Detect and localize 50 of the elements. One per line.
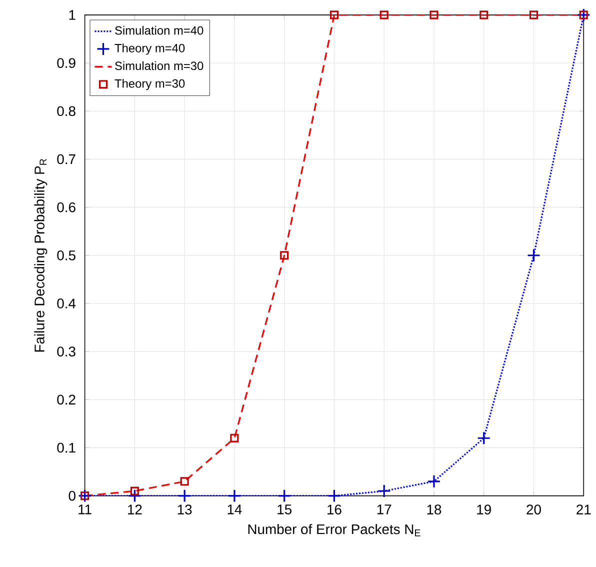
point [380,10,388,20]
y-tick-label: 1 [69,10,76,20]
y-tick-label: 0.3 [57,346,76,357]
y-tick-label: 0.7 [57,154,76,164]
y-tick-label: 0.1 [57,442,76,453]
x-tick-label: 14 [228,504,242,514]
point [130,486,139,496]
point [427,474,441,488]
point [78,489,92,503]
point [430,10,438,20]
x-axis-title: Number of Error Packets N$_{E}$ [248,524,420,536]
x-tick-label: 16 [328,504,342,515]
point [178,489,192,503]
x-tick-label: 20 [526,504,541,515]
legend-label: Simulation m=30 [115,61,204,70]
point [330,10,338,20]
x-tick-label: 19 [477,504,491,515]
point [128,489,142,503]
y-tick-label: 0.8 [57,106,76,116]
x-tick-label: 18 [427,504,442,515]
point [80,492,90,500]
x-tick-label: 13 [178,504,192,515]
point [280,251,289,260]
x-tick-label: 15 [278,504,292,515]
point [327,489,341,503]
point [576,8,590,22]
x-tick-label: 21 [576,504,591,515]
point [230,434,239,443]
point [477,432,491,446]
x-tick-label: 11 [78,504,92,514]
point [180,477,189,486]
point [579,10,588,20]
y-tick-label: 0.2 [57,394,76,405]
y-tick-label: 0.5 [57,250,76,260]
point [526,248,541,262]
point [377,484,391,498]
point [529,10,538,20]
point [228,489,242,503]
point [480,10,488,20]
y-tick-label: 0.9 [57,58,76,68]
legend-label: Theory m=40 [114,44,185,55]
point [278,489,292,503]
x-tick-label: 17 [377,504,392,514]
y-tick-label: 0.6 [57,202,76,212]
legend-label: Theory m=30 [114,79,185,90]
y-tick-label: 0.4 [57,298,76,309]
y-tick-label: 0 [68,491,76,501]
x-tick-label: 12 [128,504,142,515]
legend-label: Simulation m=40 [115,26,204,35]
y-axis-title: Failure Decoding Probability P$_{R}$ [34,159,48,352]
